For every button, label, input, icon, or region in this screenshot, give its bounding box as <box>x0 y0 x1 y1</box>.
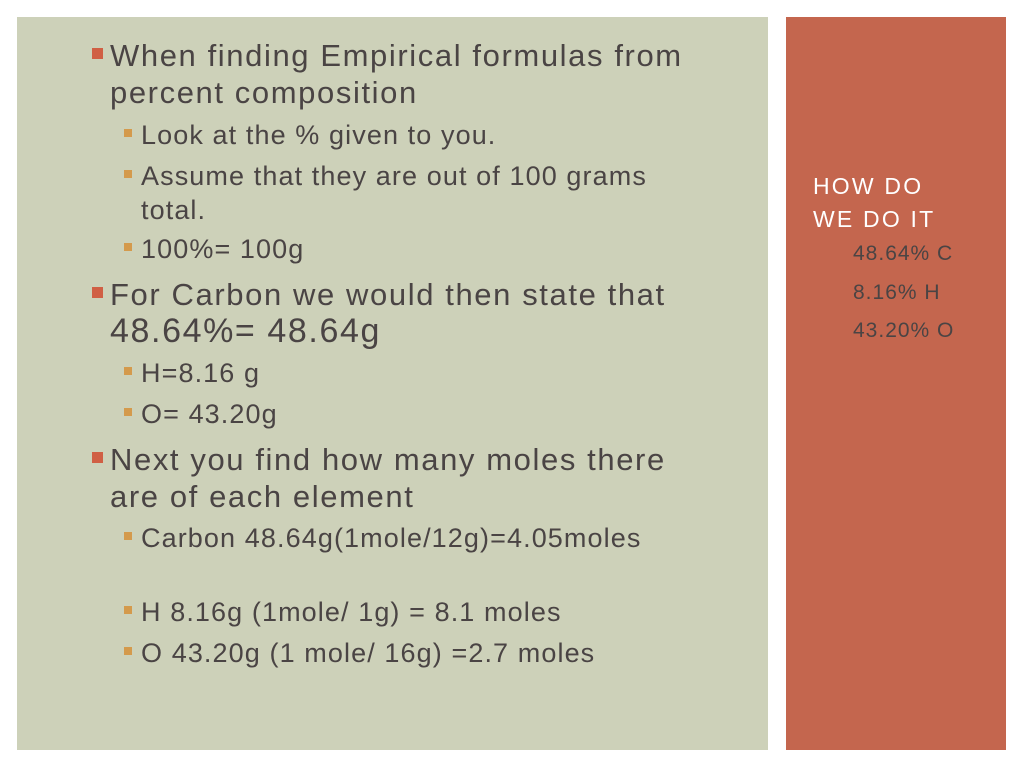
percent-oxygen: 43.20% O <box>853 319 955 342</box>
bullet-text: When finding Empirical formulas from per… <box>110 38 683 110</box>
square-bullet-icon <box>124 170 132 178</box>
sub-bullet-item: 100%= 100g <box>124 232 744 266</box>
bullet-text: For Carbon we would then state that 48.6… <box>92 276 732 350</box>
square-bullet-icon <box>124 129 132 137</box>
bullet-text-emphasis: 48.64%= 48.64g <box>110 312 382 350</box>
sub-bullet-item: Assume that they are out of 100 grams to… <box>124 159 684 227</box>
square-bullet-icon <box>92 452 103 463</box>
sub-bullet-item: O= 43.20g <box>124 397 744 431</box>
sidebar-panel <box>786 17 1006 750</box>
bullet-text: O= 43.20g <box>141 399 278 429</box>
bullet-item: For Carbon we would then state that 48.6… <box>92 276 732 350</box>
bullet-text: 100%= 100g <box>141 234 305 264</box>
title-line: HOW DO <box>813 173 924 199</box>
square-bullet-icon <box>92 287 103 298</box>
bullet-text: Look at the % given to you. <box>141 120 497 150</box>
square-bullet-icon <box>124 367 132 375</box>
sub-bullet-item: H=8.16 g <box>124 356 744 390</box>
sub-bullet-item: Look at the % given to you. <box>124 118 744 152</box>
title-line: WE DO IT <box>813 206 936 232</box>
content-panel <box>17 17 768 750</box>
bullet-text: O 43.20g (1 mole/ 16g) =2.7 moles <box>141 638 596 668</box>
slide-title: HOW DO WE DO IT <box>813 170 935 236</box>
bullet-item: Next you find how many moles there are o… <box>92 441 692 515</box>
sub-bullet-item: O 43.20g (1 mole/ 16g) =2.7 moles <box>124 636 744 670</box>
percent-carbon: 48.64% C <box>853 242 954 265</box>
percent-hydrogen: 8.16% H <box>853 281 941 304</box>
bullet-text: H 8.16g (1mole/ 1g) = 8.1 moles <box>141 597 562 627</box>
square-bullet-icon <box>124 606 132 614</box>
bullet-text: H=8.16 g <box>141 358 261 388</box>
square-bullet-icon <box>124 243 132 251</box>
bullet-text: Assume that they are out of 100 grams to… <box>141 161 647 225</box>
sub-bullet-item: Carbon 48.64g(1mole/12g)=4.05moles <box>124 521 684 555</box>
bullet-item: When finding Empirical formulas from per… <box>92 37 732 111</box>
square-bullet-icon <box>124 408 132 416</box>
bullet-text-main: For Carbon we would then state that <box>110 277 666 312</box>
square-bullet-icon <box>124 532 132 540</box>
square-bullet-icon <box>92 48 103 59</box>
square-bullet-icon <box>124 647 132 655</box>
sub-bullet-item: H 8.16g (1mole/ 1g) = 8.1 moles <box>124 595 744 629</box>
bullet-text: Carbon 48.64g(1mole/12g)=4.05moles <box>141 523 642 553</box>
bullet-text: Next you find how many moles there are o… <box>110 442 666 514</box>
